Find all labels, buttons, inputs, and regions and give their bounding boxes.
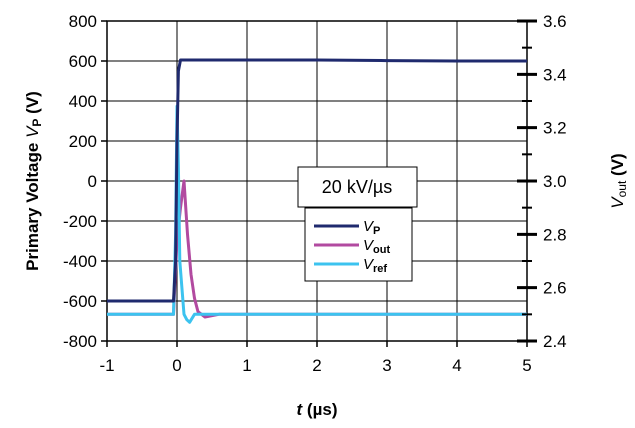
y-left-tick-label: 200 [69, 132, 97, 151]
ticks: -1 0 1 2 3 4 5 800 600 400 200 0 -200 -400 -600 -800 3.6… [63, 12, 567, 375]
annotation: 20 kV/µs [297, 166, 418, 208]
y-right-tick-label: 3.2 [543, 119, 567, 138]
legend-label-vout: Vout [363, 237, 390, 256]
annotation-text: 20 kV/µs [322, 177, 392, 197]
y-right-tick-label: 3.6 [543, 12, 567, 31]
legend-label-vp: VP [363, 218, 380, 237]
y-left-tick-label: 800 [69, 12, 97, 31]
y-axis-right-title: Vout (V) [608, 153, 629, 208]
y-left-tick-label: -600 [63, 292, 97, 311]
x-tick-label: 2 [312, 356, 321, 375]
y-left-tick-label: -400 [63, 252, 97, 271]
legend: VP Vout Vref [304, 207, 413, 282]
y-right-tick-label: 3.0 [543, 172, 567, 191]
series-layer [107, 58, 527, 324]
y-right-tick-label: 3.4 [543, 65, 567, 84]
annotation-box [297, 166, 418, 208]
x-tick-label: 0 [172, 356, 181, 375]
y-left-tick-label: -800 [63, 332, 97, 351]
series-line-p [107, 58, 527, 303]
x-tick-label: 1 [242, 356, 251, 375]
y-left-tick-label: 600 [69, 52, 97, 71]
y-axis-left-title: Primary Voltage VP (V) [23, 91, 44, 271]
y-right-tick-label: 2.4 [543, 332, 567, 351]
y-right-tick-label: 2.8 [543, 225, 567, 244]
x-tick-label: 3 [382, 356, 391, 375]
x-tick-label: 5 [522, 356, 531, 375]
y-right-tick-label: 2.6 [543, 279, 567, 298]
x-tick-label: 4 [452, 356, 461, 375]
y-left-tick-label: 400 [69, 92, 97, 111]
y-left-tick-label: 0 [88, 172, 97, 191]
legend-label-vref: Vref [363, 256, 387, 275]
x-axis-title: t (µs) [297, 400, 338, 419]
y-left-tick-label: -200 [63, 212, 97, 231]
x-tick-label: -1 [99, 356, 114, 375]
